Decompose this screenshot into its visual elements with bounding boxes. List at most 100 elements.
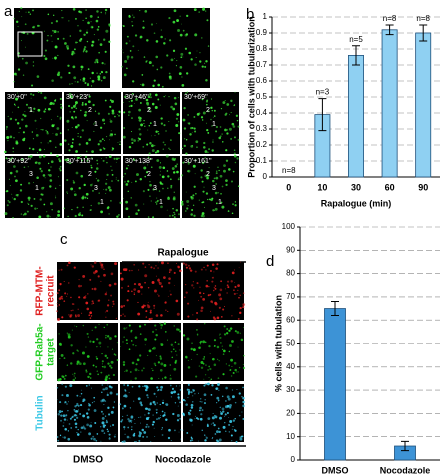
speckle	[159, 104, 161, 106]
speckle	[56, 387, 59, 389]
speckle	[150, 23, 154, 26]
speckle	[234, 161, 237, 164]
speckle	[68, 423, 71, 425]
speckle	[129, 50, 132, 52]
speckle	[199, 93, 201, 95]
speckle	[168, 147, 170, 150]
speckle	[149, 94, 152, 96]
speckle	[159, 403, 161, 406]
speckle	[123, 127, 126, 129]
speckle	[164, 143, 166, 146]
speckle	[27, 11, 30, 14]
speckle	[221, 407, 225, 411]
speckle	[68, 162, 71, 165]
speckle	[59, 358, 61, 360]
speckle	[221, 133, 223, 135]
panel-header: Rapalogue	[157, 248, 209, 259]
speckle	[181, 84, 185, 87]
speckle	[164, 330, 167, 333]
speckle	[71, 415, 74, 418]
speckle	[122, 363, 126, 366]
speckle	[114, 133, 116, 136]
speckle	[203, 206, 205, 208]
speckle	[80, 109, 82, 112]
speckle	[155, 329, 157, 331]
speckle	[100, 371, 103, 374]
speckle	[220, 412, 223, 415]
speckle	[133, 288, 137, 291]
speckle	[143, 162, 144, 164]
speckle	[156, 402, 158, 404]
speckle	[162, 141, 165, 144]
speckle	[194, 173, 196, 175]
speckle	[216, 263, 219, 266]
speckle	[71, 50, 75, 54]
speckle	[66, 293, 69, 295]
speckle	[141, 83, 145, 87]
speckle	[233, 428, 236, 431]
speckle	[71, 208, 73, 211]
speckle	[226, 412, 229, 414]
speckle	[83, 113, 87, 117]
speckle	[36, 176, 39, 180]
speckle	[173, 9, 177, 13]
speckle	[137, 397, 141, 401]
sample-size: n=5	[349, 35, 363, 44]
speckle	[207, 382, 210, 386]
speckle	[187, 169, 191, 173]
speckle	[196, 329, 198, 331]
speckle	[124, 371, 126, 372]
speckle	[230, 358, 234, 362]
y-tick-label: 1	[263, 12, 268, 21]
speckle	[97, 16, 99, 19]
speckle	[103, 432, 106, 434]
row-label: target	[46, 337, 57, 365]
speckle	[121, 65, 123, 68]
speckle	[149, 401, 152, 404]
speckle	[224, 113, 227, 116]
speckle	[232, 203, 234, 206]
speckle	[63, 377, 66, 380]
speckle	[123, 111, 126, 114]
speckle	[128, 419, 132, 423]
speckle	[38, 25, 41, 27]
speckle	[232, 419, 236, 422]
speckle	[213, 286, 216, 289]
speckle	[176, 414, 180, 417]
speckle	[201, 98, 204, 101]
speckle	[237, 289, 239, 291]
speckle	[201, 201, 203, 204]
speckle	[196, 312, 199, 314]
speckle	[159, 355, 162, 358]
speckle	[130, 56, 134, 59]
speckle	[234, 204, 237, 207]
speckle	[217, 427, 220, 430]
speckle	[202, 111, 206, 115]
speckle	[199, 341, 202, 344]
x-tick-label: DMSO	[322, 465, 349, 475]
speckle	[6, 204, 9, 207]
speckle	[59, 401, 62, 404]
speckle	[200, 309, 203, 313]
speckle	[221, 395, 224, 398]
speckle	[20, 213, 23, 215]
speckle	[159, 417, 162, 419]
speckle	[106, 173, 109, 176]
speckle	[207, 171, 209, 173]
speckle	[159, 388, 163, 392]
speckle	[143, 119, 145, 122]
speckle	[107, 392, 109, 394]
panel-label: b	[246, 6, 254, 23]
y-tick-label: 0.2	[256, 140, 268, 149]
speckle	[110, 200, 112, 202]
speckle	[106, 206, 110, 210]
speckle	[69, 313, 73, 317]
speckle	[184, 263, 188, 266]
speckle	[206, 19, 209, 22]
speckle	[193, 185, 196, 188]
speckle	[210, 378, 213, 381]
speckle	[228, 417, 230, 418]
speckle	[178, 177, 180, 179]
speckle	[187, 390, 191, 394]
speckle	[154, 144, 156, 147]
